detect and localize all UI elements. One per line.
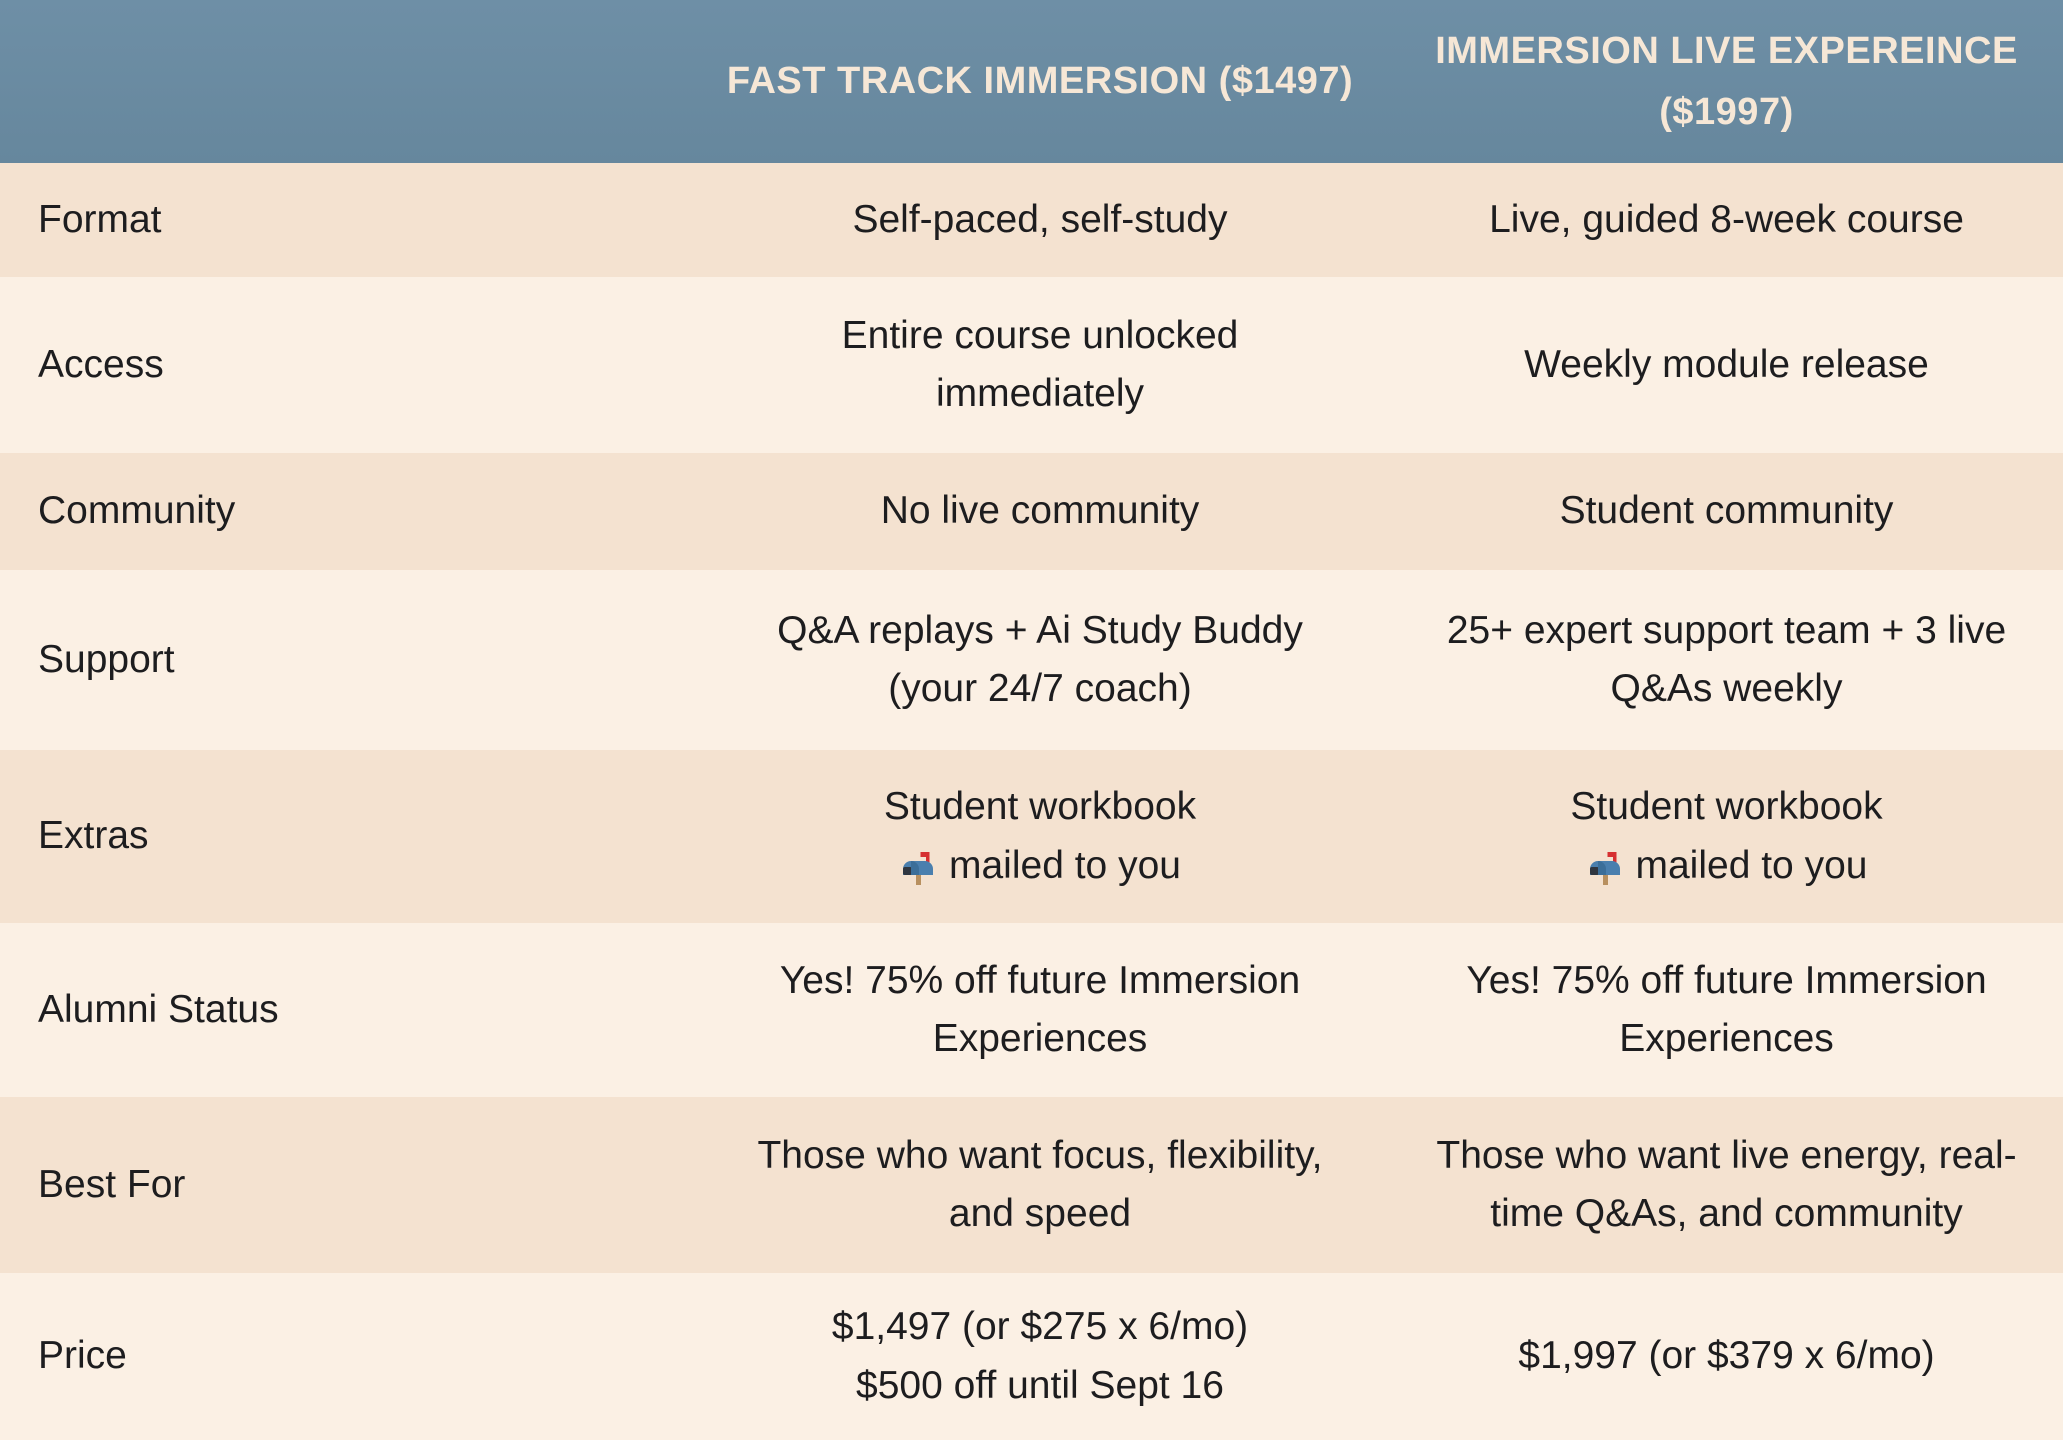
mailbox-icon — [899, 849, 937, 887]
header-empty-cell — [0, 0, 690, 163]
table-row-best-for: Best For Those who want focus, flexibili… — [0, 1097, 2063, 1273]
table-row-access: Access Entire course unlocked immediatel… — [0, 277, 2063, 453]
support-plan2-value: 25+ expert support team + 3 live Q&As we… — [1446, 608, 2007, 711]
table-row-alumni-status: Alumni Status Yes! 75% off future Immers… — [0, 923, 2063, 1097]
access-plan2-value: Weekly module release — [1524, 342, 1929, 386]
extras-plan2-line1: Student workbook — [1570, 785, 1883, 828]
best-for-plan1-value: Those who want focus, flexibility, and s… — [757, 1133, 1323, 1236]
alumni-plan1-value: Yes! 75% off future Immersion Experience… — [779, 958, 1301, 1061]
extras-plan2-line2-text: mailed to you — [1635, 843, 1868, 887]
extras-plan1-line1: Student workbook — [883, 785, 1197, 828]
row-label-community: Community — [38, 489, 236, 533]
table-row-community: Community No live community Student comm… — [0, 453, 2063, 570]
extras-plan1-line2: mailed to you — [899, 837, 1181, 896]
price-plan1-value: $1,497 (or $275 x 6/mo) $500 off until S… — [831, 1305, 1249, 1407]
table-row-format: Format Self-paced, self-study Live, guid… — [0, 163, 2063, 277]
best-for-plan2-value: Those who want live energy, real- time Q… — [1436, 1133, 2017, 1236]
format-plan1-value: Self-paced, self-study — [852, 197, 1228, 241]
alumni-plan2-value: Yes! 75% off future Immersion Experience… — [1466, 958, 1987, 1061]
row-label-price: Price — [38, 1334, 127, 1378]
header-plan2-title: IMMERSION LIVE EXPEREINCE ($1997) — [1435, 30, 2018, 133]
community-plan1-value: No live community — [880, 489, 1200, 533]
table-row-extras: Extras Student workbook — [0, 750, 2063, 923]
header-plan1-title: FAST TRACK IMMERSION ($1497) — [726, 60, 1354, 103]
price-plan2-value: $1,997 (or $379 x 6/mo) — [1518, 1334, 1935, 1378]
support-plan1-value: Q&A replays + Ai Study Buddy (your 24/7 … — [777, 608, 1303, 711]
format-plan2-value: Live, guided 8-week course — [1489, 197, 1964, 241]
extras-plan1-value: Student workbook mailed to you — [690, 750, 1390, 923]
row-label-format: Format — [38, 197, 162, 241]
extras-plan1-line2-text: mailed to you — [949, 843, 1181, 887]
access-plan1-value: Entire course unlocked immediately — [841, 313, 1239, 416]
header-row: FAST TRACK IMMERSION ($1497) IMMERSION L… — [0, 0, 2063, 163]
extras-plan2-value: Student workbook mailed to you — [1390, 750, 2063, 923]
mailbox-icon — [1586, 849, 1624, 887]
row-label-support: Support — [38, 637, 175, 681]
extras-plan2-line2: mailed to you — [1586, 837, 1868, 896]
row-label-alumni-status: Alumni Status — [38, 987, 279, 1031]
row-label-access: Access — [38, 342, 164, 386]
row-label-best-for: Best For — [38, 1162, 186, 1206]
table-row-support: Support Q&A replays + Ai Study Buddy (yo… — [0, 570, 2063, 750]
row-label-extras: Extras — [38, 814, 149, 858]
community-plan2-value: Student community — [1559, 489, 1894, 533]
table-row-price: Price $1,497 (or $275 x 6/mo) $500 off u… — [0, 1273, 2063, 1440]
